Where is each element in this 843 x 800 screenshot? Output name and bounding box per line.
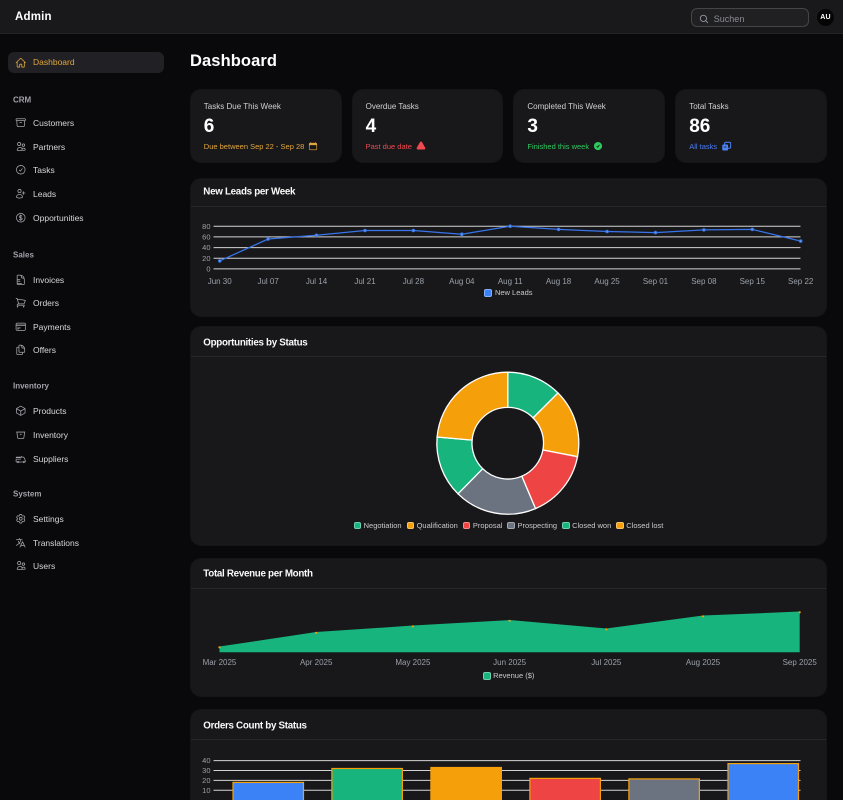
svg-text:Sep 08: Sep 08 [691, 277, 717, 286]
svg-text:Jul 07: Jul 07 [257, 277, 279, 286]
svg-text:10: 10 [202, 786, 210, 795]
svg-text:Jul 2025: Jul 2025 [591, 658, 622, 667]
svg-text:0: 0 [206, 264, 210, 273]
svg-text:Sep 15: Sep 15 [739, 277, 765, 286]
svg-text:40: 40 [202, 756, 210, 765]
svg-text:Jul 14: Jul 14 [306, 277, 328, 286]
svg-text:Apr 2025: Apr 2025 [300, 658, 333, 667]
svg-text:Aug 18: Aug 18 [546, 277, 572, 286]
svg-text:Aug 25: Aug 25 [594, 277, 620, 286]
svg-text:Aug 2025: Aug 2025 [686, 658, 721, 667]
svg-text:Jul 28: Jul 28 [403, 277, 425, 286]
svg-text:May 2025: May 2025 [395, 658, 431, 667]
svg-text:Aug 04: Aug 04 [449, 277, 475, 286]
svg-text:80: 80 [202, 222, 210, 231]
svg-text:Sep 01: Sep 01 [643, 277, 669, 286]
svg-text:Sep 2025: Sep 2025 [782, 658, 817, 667]
svg-text:Jun 30: Jun 30 [208, 277, 233, 286]
svg-text:30: 30 [202, 766, 210, 775]
svg-text:Jun 2025: Jun 2025 [493, 658, 526, 667]
svg-text:Jul 21: Jul 21 [354, 277, 376, 286]
svg-text:Sep 22: Sep 22 [788, 277, 814, 286]
svg-text:60: 60 [202, 232, 210, 241]
svg-text:20: 20 [202, 254, 210, 263]
svg-text:20: 20 [202, 776, 210, 785]
svg-text:40: 40 [202, 243, 210, 252]
svg-text:Mar 2025: Mar 2025 [202, 658, 236, 667]
svg-text:Aug 11: Aug 11 [498, 277, 523, 286]
